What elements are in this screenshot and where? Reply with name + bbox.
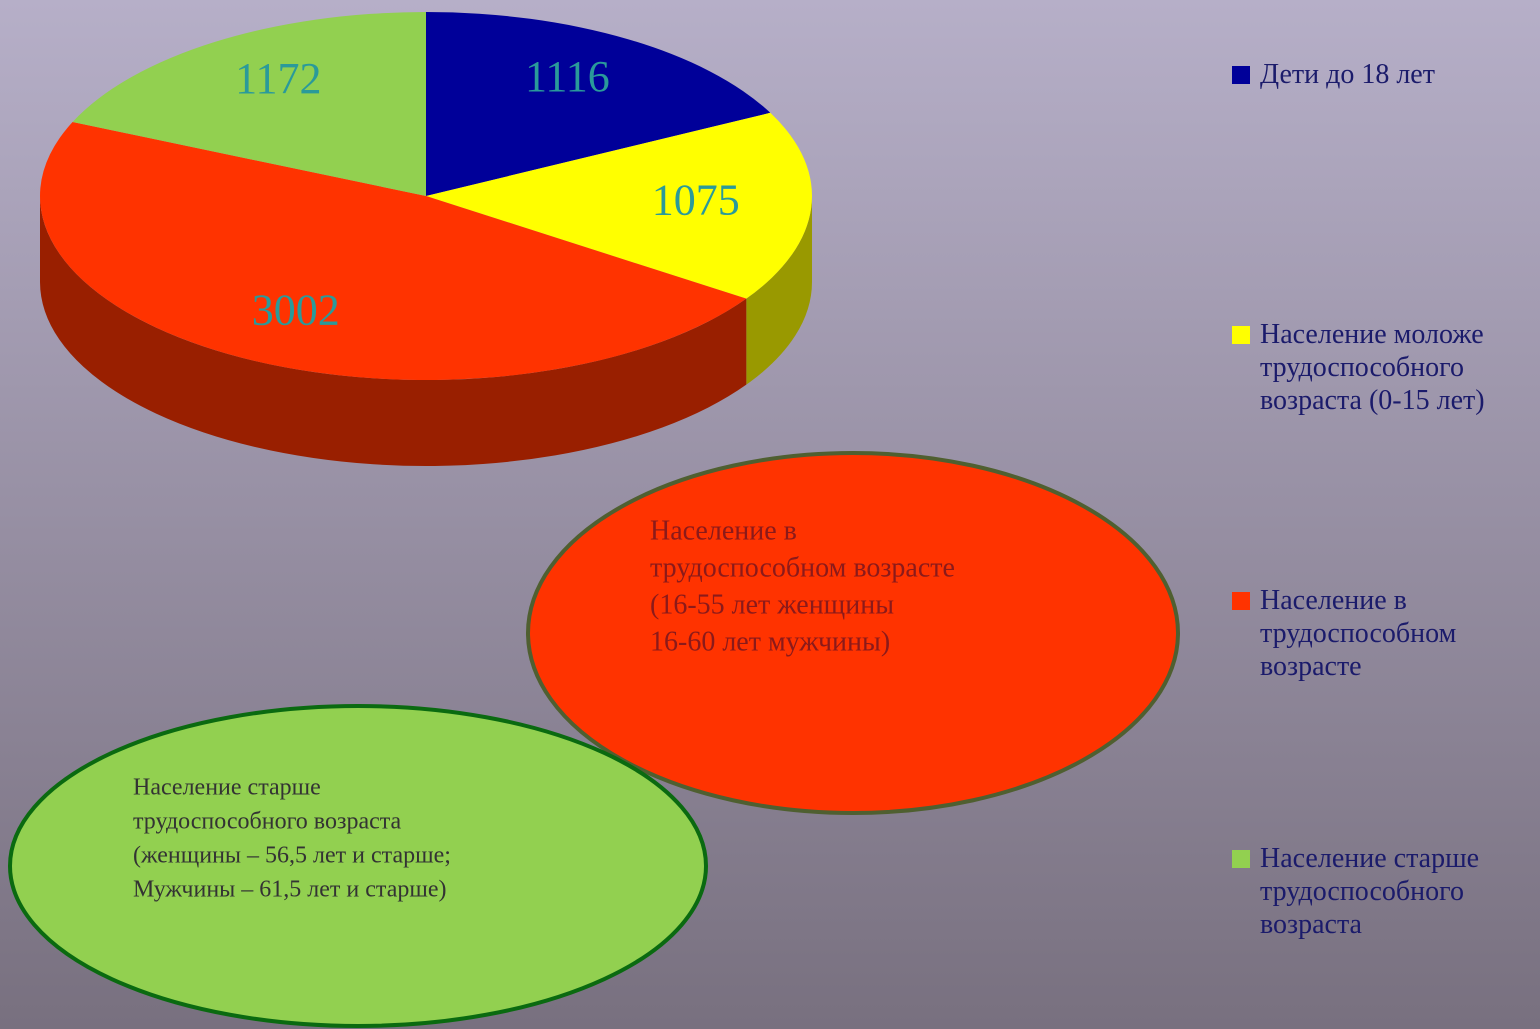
pie-slice bbox=[426, 12, 771, 196]
annotation-ellipse bbox=[526, 451, 1180, 815]
legend-swatch bbox=[1232, 592, 1250, 610]
legend-label: Население старше трудоспособного возраст… bbox=[1260, 843, 1480, 940]
legend-swatch bbox=[1232, 850, 1250, 868]
pie-slice bbox=[72, 12, 426, 196]
annotation-text: трудоспособного возраста bbox=[133, 809, 402, 835]
annotation-text: Мужчины – 61,5 лет и старше) bbox=[133, 877, 446, 903]
data-label: 1172 bbox=[235, 54, 321, 103]
legend-item: Население моложе трудоспособного возраст… bbox=[1232, 318, 1538, 417]
legend-swatch bbox=[1232, 326, 1250, 344]
annotation-text: Население старше bbox=[133, 775, 321, 801]
legend-label: Население в трудоспособном возрасте bbox=[1260, 585, 1457, 682]
data-label: 3002 bbox=[252, 286, 340, 335]
pie-side bbox=[40, 196, 747, 466]
legend-label: Население моложе трудоспособного возраст… bbox=[1260, 319, 1485, 416]
legend-item: Население в трудоспособном возрасте bbox=[1232, 584, 1538, 683]
annotation-text: 16-60 лет мужчины) bbox=[650, 626, 890, 657]
data-label: 1116 bbox=[525, 52, 610, 101]
annotation-text: (женщины – 56,5 лет и старше; bbox=[133, 843, 451, 869]
legend-swatch bbox=[1232, 66, 1250, 84]
legend-item: Дети до 18 лет bbox=[1232, 58, 1538, 91]
annotation-text: трудоспособном возрасте bbox=[650, 552, 955, 583]
pie-side bbox=[746, 196, 812, 385]
pie-slice bbox=[39, 122, 747, 380]
pie-slice bbox=[426, 112, 812, 299]
legend-item: Население старше трудоспособного возраст… bbox=[1232, 842, 1538, 941]
annotation-text: (16-55 лет женщины bbox=[650, 589, 894, 620]
annotation-text: Население в bbox=[650, 515, 797, 546]
annotation-ellipse bbox=[8, 704, 708, 1028]
data-label: 1075 bbox=[652, 175, 740, 224]
legend-label: Дети до 18 лет bbox=[1260, 59, 1435, 90]
